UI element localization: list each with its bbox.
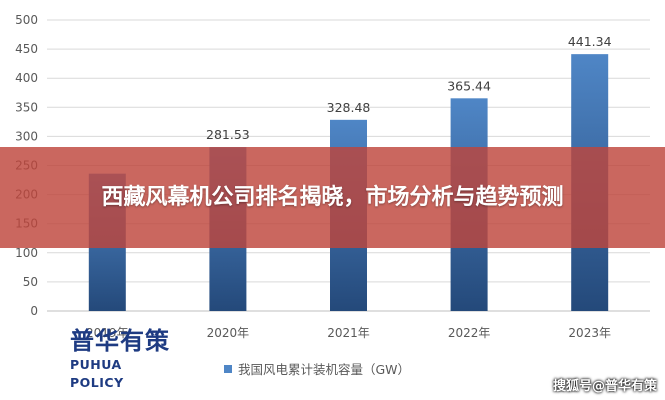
y-tick-label: 100 [15,246,38,260]
x-tick-label: 2022年 [448,326,491,340]
y-tick-label: 50 [23,275,38,289]
x-tick-label: 2020年 [207,326,250,340]
y-tick-label: 300 [15,129,38,143]
y-tick-label: 450 [15,42,38,56]
bar-value-label: 328.48 [327,100,371,115]
x-axis-ticks: 2019年 2020年 2021年 2022年 2023年 [86,326,611,340]
logo-name-en: PUHUA POLICY [70,357,124,390]
logo-name-cn: 普华有策 [70,326,170,355]
brand-logo: 普华有策 PUHUA POLICY [70,326,180,390]
legend-label: 我国风电累计装机容量（GW） [238,362,410,377]
legend-swatch [224,365,232,373]
x-tick-label: 2023年 [568,326,611,340]
banner-title: 西藏风幕机公司排名揭晓，市场分析与趋势预测 [101,184,564,210]
watermark: 搜狐号@普华有策 [552,379,657,394]
y-tick-label: 0 [30,304,38,318]
data-labels: 281.53 328.48 365.44 441.34 [206,34,612,142]
y-tick-label: 400 [15,71,38,85]
bar-value-label: 365.44 [447,78,491,93]
x-tick-label: 2019年 [86,326,129,340]
y-tick-label: 500 [15,13,38,27]
legend: 我国风电累计装机容量（GW） [224,362,410,377]
bar-value-label: 281.53 [206,127,250,142]
bar-value-label: 441.34 [568,34,612,49]
title-banner: 西藏风幕机公司排名揭晓，市场分析与趋势预测 [0,147,665,248]
x-tick-label: 2021年 [327,326,370,340]
y-tick-label: 350 [15,100,38,114]
